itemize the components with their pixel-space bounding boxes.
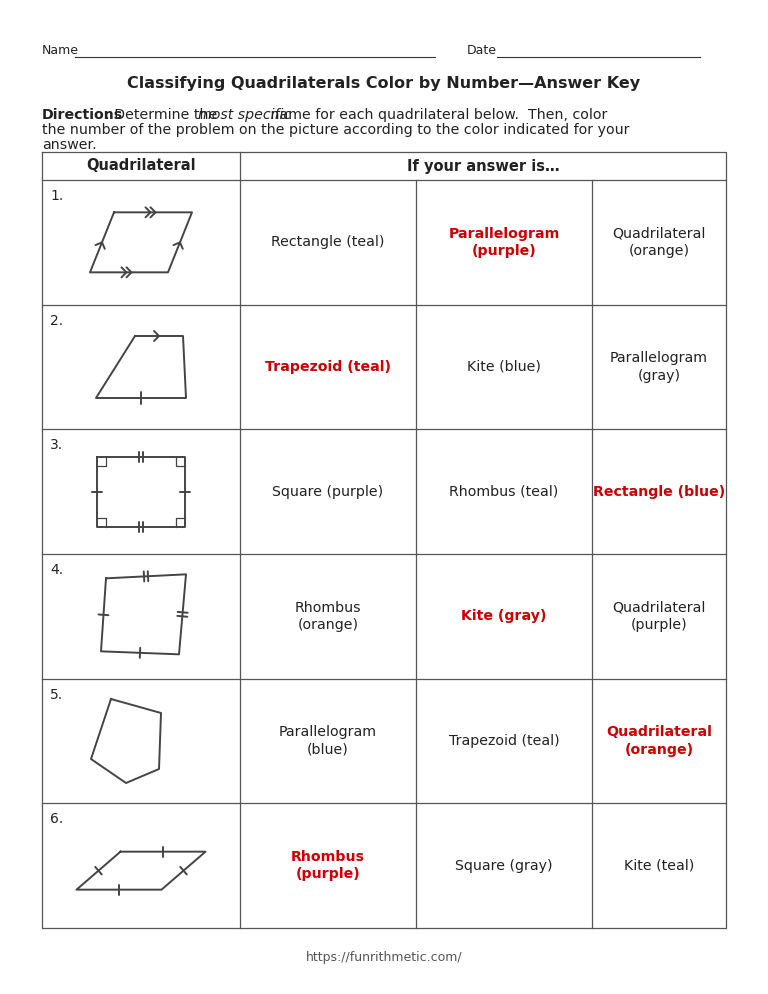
Text: 6.: 6. (50, 812, 63, 826)
Text: Parallelogram
(blue): Parallelogram (blue) (279, 726, 377, 756)
Text: Classifying Quadrilaterals Color by Number—Answer Key: Classifying Quadrilaterals Color by Numb… (127, 76, 641, 91)
Text: answer.: answer. (42, 138, 97, 152)
Text: Trapezoid (teal): Trapezoid (teal) (449, 734, 559, 748)
Text: Kite (teal): Kite (teal) (624, 859, 694, 873)
Text: most specific: most specific (198, 108, 291, 122)
Text: Rhombus (teal): Rhombus (teal) (449, 485, 558, 499)
Text: Date: Date (467, 44, 497, 57)
Text: Kite (blue): Kite (blue) (467, 360, 541, 374)
Text: 3.: 3. (50, 438, 63, 452)
Text: Rectangle (teal): Rectangle (teal) (271, 236, 385, 249)
Text: Rhombus
(purple): Rhombus (purple) (291, 850, 365, 882)
Text: Name: Name (42, 44, 79, 57)
Text: 5.: 5. (50, 688, 63, 702)
Text: 4.: 4. (50, 563, 63, 577)
Text: Quadrilateral
(purple): Quadrilateral (purple) (612, 600, 706, 632)
Text: Square (gray): Square (gray) (455, 859, 553, 873)
Text: Rectangle (blue): Rectangle (blue) (593, 485, 725, 499)
Text: Directions: Directions (42, 108, 123, 122)
Text: : Determine the: : Determine the (105, 108, 222, 122)
Text: Quadrilateral
(orange): Quadrilateral (orange) (606, 726, 712, 756)
Text: Quadrilateral: Quadrilateral (86, 158, 196, 174)
Text: Rhombus
(orange): Rhombus (orange) (295, 600, 361, 632)
Text: 1.: 1. (50, 189, 63, 203)
Text: Parallelogram
(purple): Parallelogram (purple) (449, 227, 560, 258)
Text: name for each quadrilateral below.  Then, color: name for each quadrilateral below. Then,… (266, 108, 607, 122)
Text: Trapezoid (teal): Trapezoid (teal) (265, 360, 391, 374)
Text: the number of the problem on the picture according to the color indicated for yo: the number of the problem on the picture… (42, 123, 630, 137)
Text: https://funrithmetic.com/: https://funrithmetic.com/ (306, 951, 462, 964)
Text: Kite (gray): Kite (gray) (462, 609, 547, 623)
Text: Square (purple): Square (purple) (273, 485, 383, 499)
Text: 2.: 2. (50, 314, 63, 328)
Text: Quadrilateral
(orange): Quadrilateral (orange) (612, 227, 706, 258)
Text: Parallelogram
(gray): Parallelogram (gray) (610, 351, 708, 383)
Text: If your answer is…: If your answer is… (407, 158, 559, 174)
